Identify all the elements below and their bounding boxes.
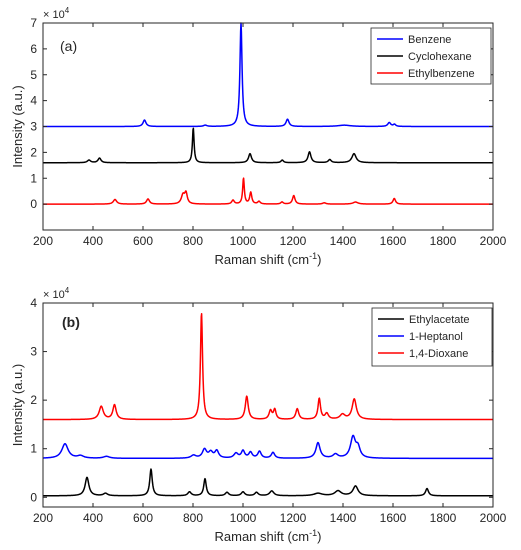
x-tick-label: 600: [133, 234, 153, 248]
legend-label: Ethylbenzene: [408, 68, 475, 80]
y-tick-label: 1: [30, 442, 37, 456]
chart-panel-a: 200 400 600 800 1000 1200 1400 1600 1800 2000 0 1 2 3…: [10, 6, 507, 267]
x-tick-label: 1000: [230, 511, 257, 525]
y-tick-label: 3: [30, 120, 37, 134]
series-line-cyclohexane: [42, 127, 494, 164]
x-tick-label: 400: [83, 511, 103, 525]
y-tick-label: 6: [30, 42, 37, 56]
y-tick-label: 0: [30, 197, 37, 211]
y-tick-label: 0: [30, 490, 37, 504]
series-line-benzene: [42, 22, 494, 128]
x-tick-label: 1600: [380, 234, 407, 248]
y-axis-label: Intensity (a.u.): [10, 85, 25, 167]
y-axis-label: Intensity (a.u.): [10, 364, 25, 446]
x-tick-label: 800: [183, 511, 203, 525]
series-line-1-heptanol: [42, 434, 494, 460]
legend-label: 1,4-Dioxane: [409, 348, 468, 360]
y-tick-label: 4: [30, 94, 37, 108]
x-tick-label: 400: [83, 234, 103, 248]
y-exponent-label: × 104: [43, 286, 70, 301]
series-line-ethylbenzene: [42, 177, 494, 205]
x-tick-label: 1400: [330, 234, 357, 248]
x-tick-label: 800: [183, 234, 203, 248]
y-tick-label: 7: [30, 16, 37, 30]
y-tick-label: 2: [30, 393, 37, 407]
x-tick-label: 2000: [480, 511, 507, 525]
x-tick-label: 1600: [380, 511, 407, 525]
x-tick-label: 600: [133, 511, 153, 525]
panel-label: (b): [62, 314, 80, 330]
x-tick-label: 200: [33, 234, 53, 248]
y-exponent-label: × 104: [43, 6, 70, 21]
x-tick-label: 200: [33, 511, 53, 525]
x-tick-label: 1800: [430, 234, 457, 248]
legend-box: [371, 307, 493, 367]
chart-panel-b: 200 400 600 800 1000 1200 1400 1600 1800 2000 0 1 2 3…: [10, 286, 507, 544]
x-tick-label: 1000: [230, 234, 257, 248]
legend-label: Benzene: [408, 34, 451, 46]
plot-area-frame: [42, 302, 494, 508]
x-tick-label: 1400: [330, 511, 357, 525]
legend-label: Ethylacetate: [409, 314, 470, 326]
x-tick-label: 1200: [280, 234, 307, 248]
y-tick-label: 5: [30, 68, 37, 82]
x-tick-label: 2000: [480, 234, 507, 248]
y-tick-label: 1: [30, 171, 37, 185]
y-tick-label: 2: [30, 145, 37, 159]
panel-label: (a): [60, 38, 77, 54]
legend: Ethylacetate 1-Heptanol 1,4-Dioxane: [371, 307, 493, 367]
legend-label: 1-Heptanol: [409, 331, 463, 343]
x-axis-label: Raman shift (cm-1): [215, 528, 322, 544]
x-tick-label: 1200: [280, 511, 307, 525]
y-tick-label: 3: [30, 345, 37, 359]
legend: Benzene Cyclohexane Ethylbenzene: [370, 27, 492, 85]
series-line-1-4-dioxane: [42, 312, 494, 421]
x-tick-label: 1800: [430, 511, 457, 525]
series-line-ethylacetate: [42, 468, 494, 497]
x-axis-label: Raman shift (cm-1): [215, 251, 322, 267]
y-tick-label: 4: [30, 296, 37, 310]
legend-label: Cyclohexane: [408, 51, 472, 63]
